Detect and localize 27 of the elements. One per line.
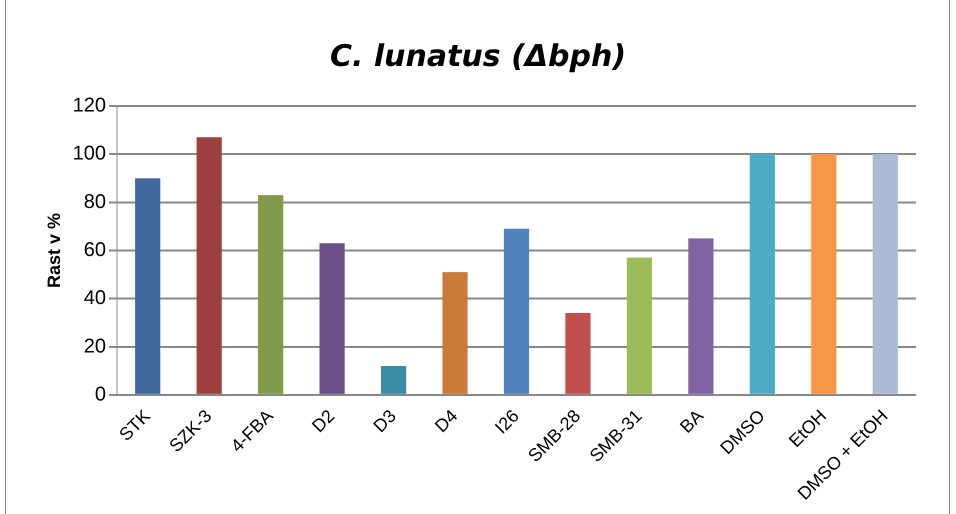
bar [504,228,530,394]
bar [319,243,345,394]
bar [626,258,652,394]
bar [872,154,898,394]
y-tick-label: 80 [84,190,106,213]
bar [442,272,468,394]
y-tick-label: 60 [84,238,106,261]
y-tick-label: 40 [84,287,106,310]
x-tick-label: D3 [369,406,400,436]
bar [135,178,160,394]
y-tick-label: 120 [72,94,106,117]
x-tick-label: I26 [490,406,523,438]
bar [688,238,714,394]
bar [750,154,775,394]
chart-title: C. lunatus (Δbph) [330,38,626,74]
y-tick-label: 100 [72,142,106,165]
y-tick-label: 0 [94,383,106,406]
bar [196,137,222,394]
x-tick-label: D2 [308,406,338,436]
bar [565,313,591,394]
y-axis-title: Rast v % [44,212,64,288]
y-tick-label: 20 [84,335,106,358]
x-tick-label: BA [676,406,708,437]
bar [258,195,284,394]
bar [380,366,406,394]
x-tick-label: D4 [430,406,462,436]
bar [811,154,836,394]
